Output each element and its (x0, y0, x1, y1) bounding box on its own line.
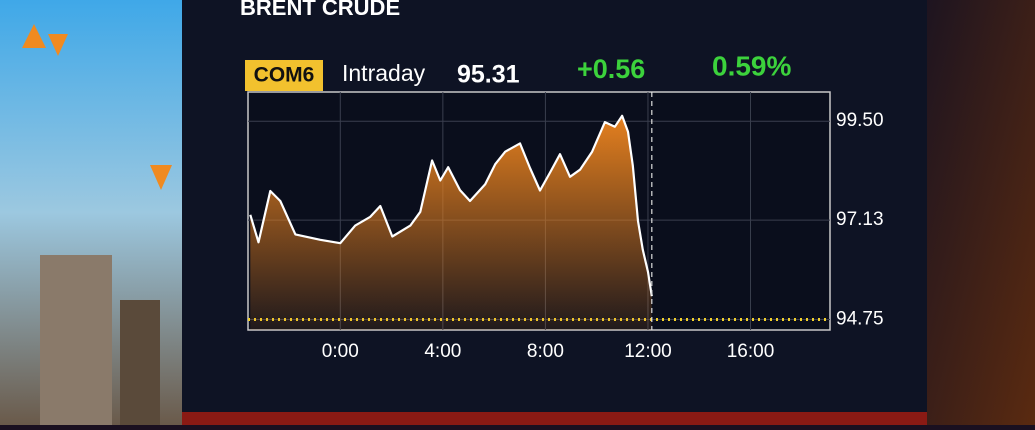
y-tick-label: 94.75 (836, 309, 884, 330)
building (40, 255, 112, 425)
price-line (249, 114, 653, 297)
change-percent: 0.59% (712, 50, 791, 81)
decor-triangle (22, 24, 46, 48)
chart-title: BRENT CRUDE (240, 0, 400, 20)
y-tick-label: 99.50 (836, 110, 884, 131)
y-tick-label: 97.13 (836, 209, 884, 230)
building (120, 300, 160, 425)
x-tick-label: 16:00 (727, 341, 775, 362)
x-tick-label: 8:00 (527, 341, 564, 362)
change: +0.56 (577, 54, 645, 84)
ticker-badge (245, 60, 323, 91)
period: Intraday (342, 60, 426, 86)
decor-triangle (48, 34, 68, 56)
decor-triangle (150, 165, 172, 190)
right-background (925, 0, 1035, 425)
area-fill (250, 115, 652, 330)
x-tick-label: 12:00 (624, 341, 672, 362)
x-tick-label: 4:00 (424, 341, 461, 362)
ticker: COM6 (254, 64, 315, 87)
ticker-bar (182, 412, 927, 425)
x-tick-label: 0:00 (322, 341, 359, 362)
last-price: 95.31 (457, 61, 520, 89)
